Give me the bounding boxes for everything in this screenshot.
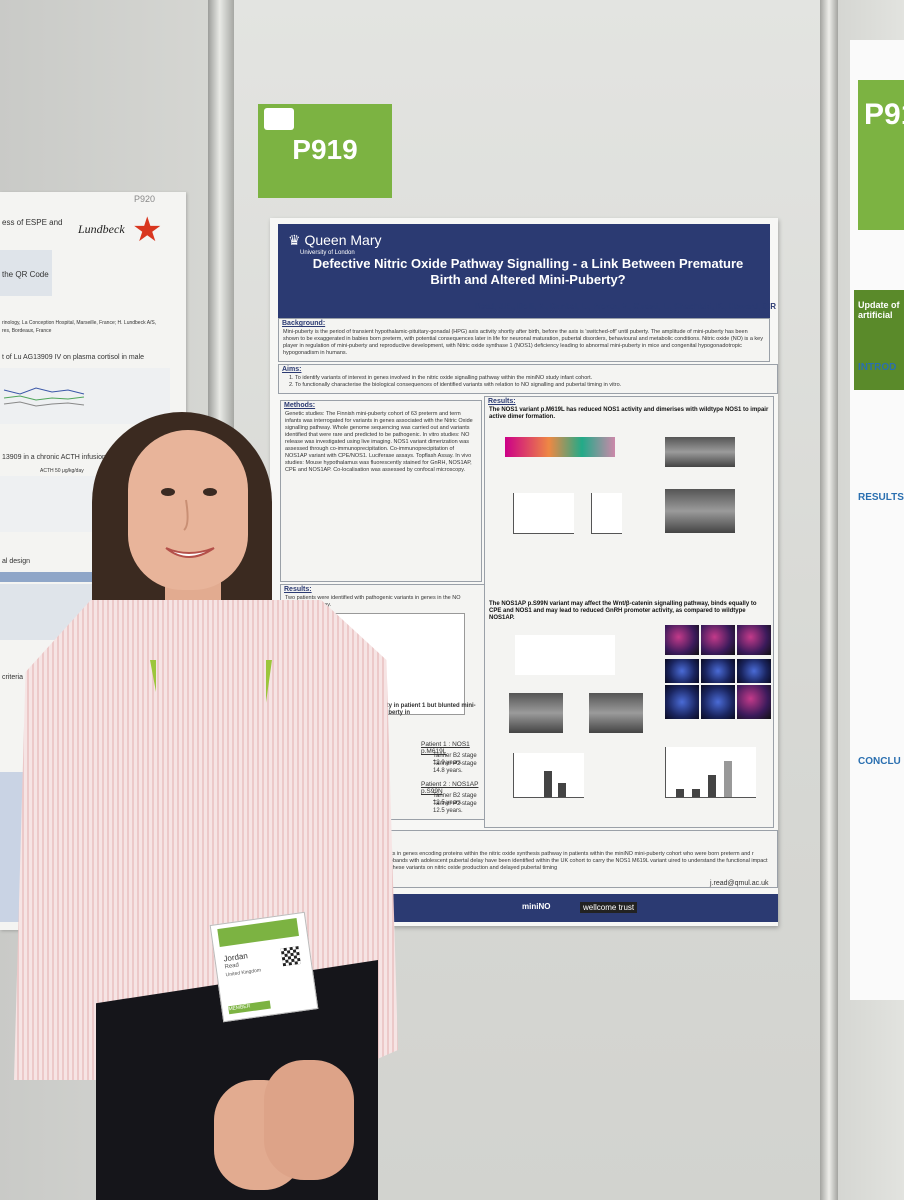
hand: [264, 1060, 354, 1180]
patient-detail: Tanner B2 stage 12.9 years.: [433, 753, 477, 766]
poster-heading: 13909 in a chronic ACTH infusion model: [2, 454, 127, 461]
bar: [692, 789, 700, 797]
microscopy-image: [737, 625, 771, 655]
poster-text: rinology, La Conception Hospital, Marsei…: [2, 320, 157, 326]
name-badge: Jordan Read United Kingdom MEMBER: [209, 911, 319, 1023]
poster-footer: miniNO wellcome trust: [380, 894, 778, 922]
microscopy-image: [701, 659, 735, 683]
patient-detail: Tanner P2 stage 12.5 years.: [433, 801, 477, 814]
western-blot: [665, 437, 735, 467]
poster-text: ACTH 50 μg/kg/day: [40, 468, 84, 474]
section-heading: RESULTS: [858, 492, 904, 503]
bar: [724, 761, 732, 797]
neighbor-poster-right: P91 Update of artificial INTROD RESULTS …: [850, 40, 904, 1000]
pathway-diagram: [515, 635, 615, 675]
bar: [544, 771, 552, 797]
poster-number: P91: [864, 98, 904, 131]
section-heading: Results:: [284, 586, 312, 593]
poster-header: ♛ Queen Mary University of London Defect…: [278, 224, 776, 318]
microscopy-image: [701, 625, 735, 655]
poster-authors: Read, J.E., Delli, V., Dunkel, L., Prevo…: [474, 302, 776, 311]
bar: [558, 783, 566, 797]
bar: [708, 775, 716, 797]
bar: [676, 789, 684, 797]
microscopy-image: [665, 659, 699, 683]
aims-section: Aims: 1. To identify variants of interes…: [278, 364, 778, 394]
section-text: Genetic studies: The Finnish mini-pubert…: [285, 411, 473, 473]
patient-label: Patient 2 : NOS1AP p.S99N: [421, 781, 479, 795]
protein-domain-diagram: [505, 437, 615, 457]
section-text: Mini-puberty is the period of transient …: [283, 329, 763, 356]
design-band: [0, 572, 106, 582]
patient-label: Patient 1 : NOS1 p.M619L: [421, 741, 470, 755]
star-icon: ★: [132, 211, 163, 249]
board-pole: [820, 0, 838, 1200]
section-heading: CONCLU: [858, 756, 901, 767]
section-heading: Aims:: [282, 366, 302, 373]
badge-role: MEMBER: [228, 1000, 271, 1015]
patient-detail: Tanner P2 stage 14.8 years.: [433, 761, 477, 774]
section-heading: Background:: [282, 320, 326, 327]
aim-item: 2. To functionally characterise the biol…: [289, 382, 622, 388]
wellcome-logo: wellcome trust: [580, 902, 638, 913]
microscopy-image: [737, 659, 771, 683]
badge-last-name: Read: [224, 962, 240, 971]
section-heading: Methods:: [284, 402, 316, 409]
conclusion-text: ants in genes encoding proteins within t…: [385, 851, 768, 871]
microscopy-image: [737, 685, 771, 719]
western-blot: [589, 693, 643, 733]
chart-panel: [0, 368, 170, 424]
funder-logo: miniNO: [522, 902, 551, 911]
qr-code-icon: [280, 946, 301, 967]
institution-subtitle: University of London: [300, 250, 355, 256]
microscopy-image: [701, 685, 735, 719]
badge-first-name: Jordan: [222, 951, 249, 964]
face-features: [161, 488, 217, 558]
badge-header: [217, 918, 300, 947]
poster-heading: t of Lu AG13909 IV on plasma cortisol in…: [2, 354, 145, 361]
conclusion-section: ants in genes encoding proteins within t…: [380, 830, 778, 888]
poster-heading: criteria: [2, 674, 24, 681]
bar-plot: [513, 753, 584, 798]
microscopy-image: [665, 685, 699, 719]
results-note: erty in patient 1 but blunted mini-puber…: [381, 703, 476, 716]
title-text: Update of artificial: [858, 300, 900, 320]
microscopy-image: [665, 625, 699, 655]
lundbeck-logo: Lundbeck: [78, 222, 125, 236]
bar-plot: [591, 493, 622, 534]
section-heading: INTROD: [858, 362, 897, 373]
poster-number-tag: P919: [258, 104, 392, 198]
title-banner: Update of artificial: [854, 290, 904, 390]
poster-title: Defective Nitric Oxide Pathway Signallin…: [312, 256, 744, 287]
western-blot: [665, 489, 735, 533]
bar-plot: [665, 747, 756, 798]
info-box: [0, 250, 52, 296]
poster-text: res, Bordeaux, France: [2, 328, 52, 334]
poster-heading: al design: [2, 558, 31, 565]
line-chart-thumbnail: [3, 387, 85, 407]
poster-id-handwritten: P920: [134, 194, 156, 204]
contact-email: j.read@qmul.ac.uk: [710, 880, 769, 887]
activity-trace-plot: [513, 493, 574, 534]
conference-logo: [264, 108, 294, 130]
poster-text: ess of ESPE and: [2, 218, 63, 227]
poster-number-tag: [858, 80, 904, 230]
finding-heading: The NOS1 variant p.M619L has reduced NOS…: [489, 407, 769, 420]
queen-mary-logo: ♛ Queen Mary: [288, 232, 382, 248]
finding-heading: The NOS1AP p.S99N variant may affect the…: [489, 601, 757, 621]
institution-name: Queen Mary: [304, 232, 382, 248]
aim-item: 1. To identify variants of interest in g…: [289, 375, 593, 381]
section-heading: Results:: [488, 398, 516, 405]
methods-section: Methods: Genetic studies: The Finnish mi…: [280, 400, 482, 582]
patient-detail: Tanner B2 stage 12.5 years.: [433, 793, 477, 806]
western-blot: [509, 693, 563, 733]
poster-number: P919: [292, 134, 358, 165]
poster-text: the QR Code: [2, 270, 49, 279]
background-section: Background: Mini-puberty is the period o…: [278, 318, 770, 362]
results-right-section: Results: The NOS1 variant p.M619L has re…: [484, 396, 774, 828]
smiling-face: [128, 430, 248, 590]
